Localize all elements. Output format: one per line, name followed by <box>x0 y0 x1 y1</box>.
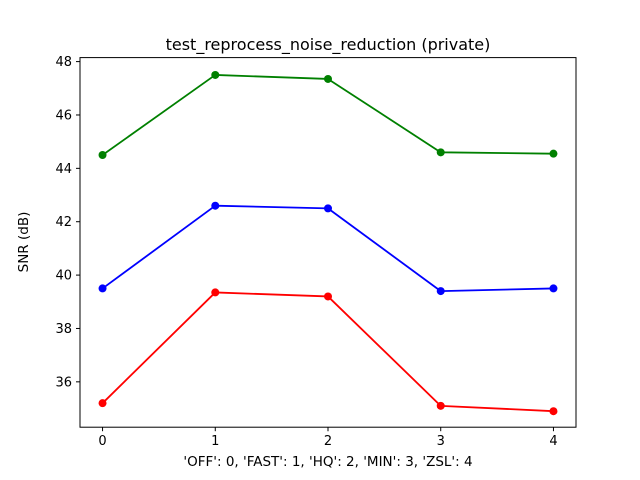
blue-series-line <box>102 204 554 293</box>
x-tick-label: 0 <box>98 434 106 449</box>
y-tick-label: 42 <box>55 215 72 230</box>
y-tick-label: 46 <box>55 108 72 123</box>
blue-series-marker <box>98 284 107 293</box>
chart-title: test_reprocess_noise_reduction (private) <box>165 35 491 54</box>
x-tick-label: 4 <box>549 434 557 449</box>
green-series-marker <box>324 74 332 83</box>
y-tick-label: 48 <box>55 55 72 70</box>
green-series-marker <box>211 70 220 79</box>
green-series-marker <box>98 151 107 160</box>
x-tick-label: 2 <box>324 434 332 449</box>
red-series-marker <box>436 401 445 410</box>
blue-series-marker <box>549 284 558 293</box>
green-series-marker <box>436 148 445 157</box>
red-series-marker <box>324 292 332 301</box>
x-tick-label: 1 <box>211 434 219 449</box>
red-series-marker <box>211 288 220 297</box>
blue-series-marker <box>436 287 445 296</box>
red-series-marker <box>98 399 107 408</box>
x-axis-label: 'OFF': 0, 'FAST': 1, 'HQ': 2, 'MIN': 3, … <box>183 454 473 470</box>
blue-series-marker <box>324 204 332 213</box>
x-tick-label: 3 <box>437 434 445 449</box>
y-tick-label: 40 <box>55 269 72 284</box>
red-series-line <box>101 291 554 413</box>
y-tick-label: 44 <box>55 162 72 177</box>
plot-border <box>79 57 577 428</box>
green-series-line <box>102 74 554 156</box>
y-axis-label: SNR (dB) <box>16 211 32 273</box>
red-series-marker <box>549 407 558 416</box>
y-tick-label: 38 <box>55 322 72 337</box>
blue-series-marker <box>211 201 220 210</box>
green-series-marker <box>549 149 558 158</box>
y-tick-label: 36 <box>55 375 72 390</box>
